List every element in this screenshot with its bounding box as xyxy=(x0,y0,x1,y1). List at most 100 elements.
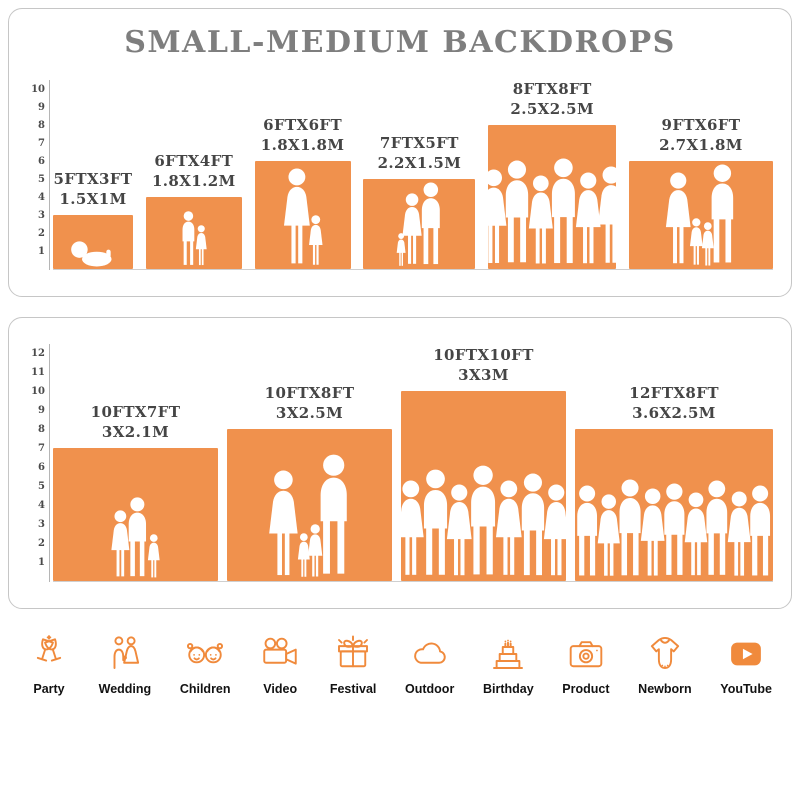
backdrop-bar-group: 10FTX7FT 3X2.1M xyxy=(53,403,218,581)
person-silhouette xyxy=(542,484,566,579)
silhouette-group xyxy=(227,454,392,579)
backdrop-size-m: 1.8X1.8M xyxy=(260,135,345,154)
use-case-newborn: Newborn xyxy=(638,633,692,696)
backdrop-size-chart-small: 1 2 3 4 5 6 7 8 9 10 5FTX3FT 1.5X1M 6FTX4FT 1.8X1.2M… xyxy=(25,70,775,270)
use-case-label: Children xyxy=(179,682,231,696)
backdrop-size-label: 10FTX10FT 3X3M xyxy=(433,346,534,385)
use-case-party: Party xyxy=(28,633,70,696)
backdrop-bar-group: 7FTX5FT 2.2X1.5M xyxy=(363,134,476,269)
backdrop-rectangle xyxy=(254,161,351,269)
y-tick-label: 1 xyxy=(38,557,45,568)
y-tick-label: 8 xyxy=(38,424,45,435)
backdrop-size-ft: 10FTX7FT xyxy=(90,403,181,421)
backdrop-bar-group: 12FTX8FT 3.6X2.5M xyxy=(575,384,773,581)
backdrop-size-m: 3X2.5M xyxy=(275,403,344,422)
backdrop-bar-group: 10FTX8FT 3X2.5M xyxy=(227,384,392,581)
children-icon xyxy=(184,633,226,675)
y-tick-label: 4 xyxy=(38,500,45,511)
silhouette-group xyxy=(53,239,133,267)
backdrop-size-m: 3X3M xyxy=(458,365,509,384)
use-case-video: Video xyxy=(259,633,301,696)
use-case-label: Festival xyxy=(329,682,377,696)
backdrop-size-m: 3.6X2.5M xyxy=(632,403,716,422)
y-tick-label: 11 xyxy=(31,367,45,378)
y-tick-label: 3 xyxy=(38,210,45,221)
youtube-icon xyxy=(725,633,767,675)
y-tick-label: 9 xyxy=(38,102,45,113)
use-case-label: YouTube xyxy=(720,682,772,696)
backdrop-rectangle xyxy=(227,429,392,581)
person-silhouette xyxy=(315,454,352,579)
backdrop-size-label: 9FTX6FT 2.7X1.8M xyxy=(659,116,743,155)
video-icon xyxy=(259,633,301,675)
backdrop-rectangle xyxy=(145,197,242,269)
y-tick-label: 1 xyxy=(38,246,45,257)
use-case-label: Birthday xyxy=(482,682,534,696)
bars-row: 5FTX3FT 1.5X1M 6FTX4FT 1.8X1.2M 6FTX6FT 1.8X1… xyxy=(53,80,773,270)
silhouette-group xyxy=(255,168,351,267)
use-case-label: Newborn xyxy=(638,682,692,696)
backdrop-size-m: 2.7X1.8M xyxy=(659,135,743,154)
y-tick-label: 2 xyxy=(38,228,45,239)
backdrop-rectangle xyxy=(401,391,566,581)
use-case-label: Product xyxy=(562,682,610,696)
backdrop-size-ft: 10FTX8FT xyxy=(264,384,355,402)
person-silhouette xyxy=(707,164,738,267)
backdrop-rectangle xyxy=(488,125,617,269)
use-case-wedding: Wedding xyxy=(98,633,152,696)
use-case-youtube: YouTube xyxy=(720,633,772,696)
backdrop-bar-group: 9FTX6FT 2.7X1.8M xyxy=(628,116,773,269)
silhouette-group xyxy=(488,158,616,267)
person-silhouette xyxy=(418,182,444,268)
backdrop-rectangle xyxy=(53,215,133,269)
backdrop-bar-group: 6FTX6FT 1.8X1.8M xyxy=(254,116,351,269)
page-title: SMALL-MEDIUM BACKDROPS xyxy=(124,25,676,60)
y-tick-label: 10 xyxy=(31,386,45,397)
y-tick-label: 8 xyxy=(38,120,45,131)
silhouette-group xyxy=(575,479,773,579)
y-tick-label: 9 xyxy=(38,405,45,416)
use-case-label: Party xyxy=(33,682,65,696)
large-backdrops-panel: 1 2 3 4 5 6 7 8 9 10 11 12 10FTX7FT 3X2.1M 10FTX8FT 3X… xyxy=(8,317,792,609)
silhouette-group xyxy=(53,497,218,579)
backdrop-size-m: 2.2X1.5M xyxy=(377,153,462,172)
backdrop-size-label: 5FTX3FT 1.5X1M xyxy=(54,170,133,209)
person-silhouette xyxy=(282,168,312,267)
y-tick-label: 3 xyxy=(38,519,45,530)
use-case-children: Children xyxy=(180,633,231,696)
backdrop-size-ft: 5FTX3FT xyxy=(53,170,133,188)
backdrop-size-ft: 9FTX6FT xyxy=(661,116,741,134)
use-case-label: Outdoor xyxy=(405,682,455,696)
y-tick-label: 7 xyxy=(38,443,45,454)
use-case-outdoor: Outdoor xyxy=(405,633,454,696)
use-case-label: Wedding xyxy=(98,682,152,696)
backdrop-size-label: 10FTX8FT 3X2.5M xyxy=(265,384,355,423)
y-tick-label: 2 xyxy=(38,538,45,549)
use-case-birthday: Birthday xyxy=(483,633,534,696)
backdrop-size-ft: 8FTX8FT xyxy=(512,80,592,98)
person-silhouette xyxy=(746,485,773,579)
backdrop-rectangle xyxy=(575,429,773,581)
person-silhouette xyxy=(664,172,693,267)
y-tick-label: 7 xyxy=(38,138,45,149)
backdrop-size-ft: 6FTX6FT xyxy=(263,116,343,134)
backdrop-bar-group: 6FTX4FT 1.8X1.2M xyxy=(145,152,242,269)
y-tick-label: 6 xyxy=(38,156,45,167)
y-axis-line xyxy=(49,344,50,582)
person-silhouette xyxy=(308,215,324,267)
backdrop-size-chart-large: 1 2 3 4 5 6 7 8 9 10 11 12 10FTX7FT 3X2.1M 10FTX8FT 3X… xyxy=(25,330,775,582)
person-silhouette xyxy=(195,225,208,267)
use-case-product: Product xyxy=(562,633,610,696)
silhouette-group xyxy=(629,164,773,267)
person-silhouette xyxy=(267,470,300,579)
backdrop-size-label: 6FTX4FT 1.8X1.2M xyxy=(152,152,236,191)
y-tick-label: 4 xyxy=(38,192,45,203)
backdrop-bar-group: 8FTX8FT 2.5X2.5M xyxy=(488,80,617,269)
silhouette-group xyxy=(146,211,242,267)
silhouette-group xyxy=(363,182,475,268)
backdrop-size-ft: 6FTX4FT xyxy=(154,152,234,170)
y-tick-label: 10 xyxy=(31,84,45,95)
outdoor-icon xyxy=(409,633,451,675)
backdrop-size-ft: 10FTX10FT xyxy=(433,346,534,364)
backdrop-rectangle xyxy=(53,448,218,581)
